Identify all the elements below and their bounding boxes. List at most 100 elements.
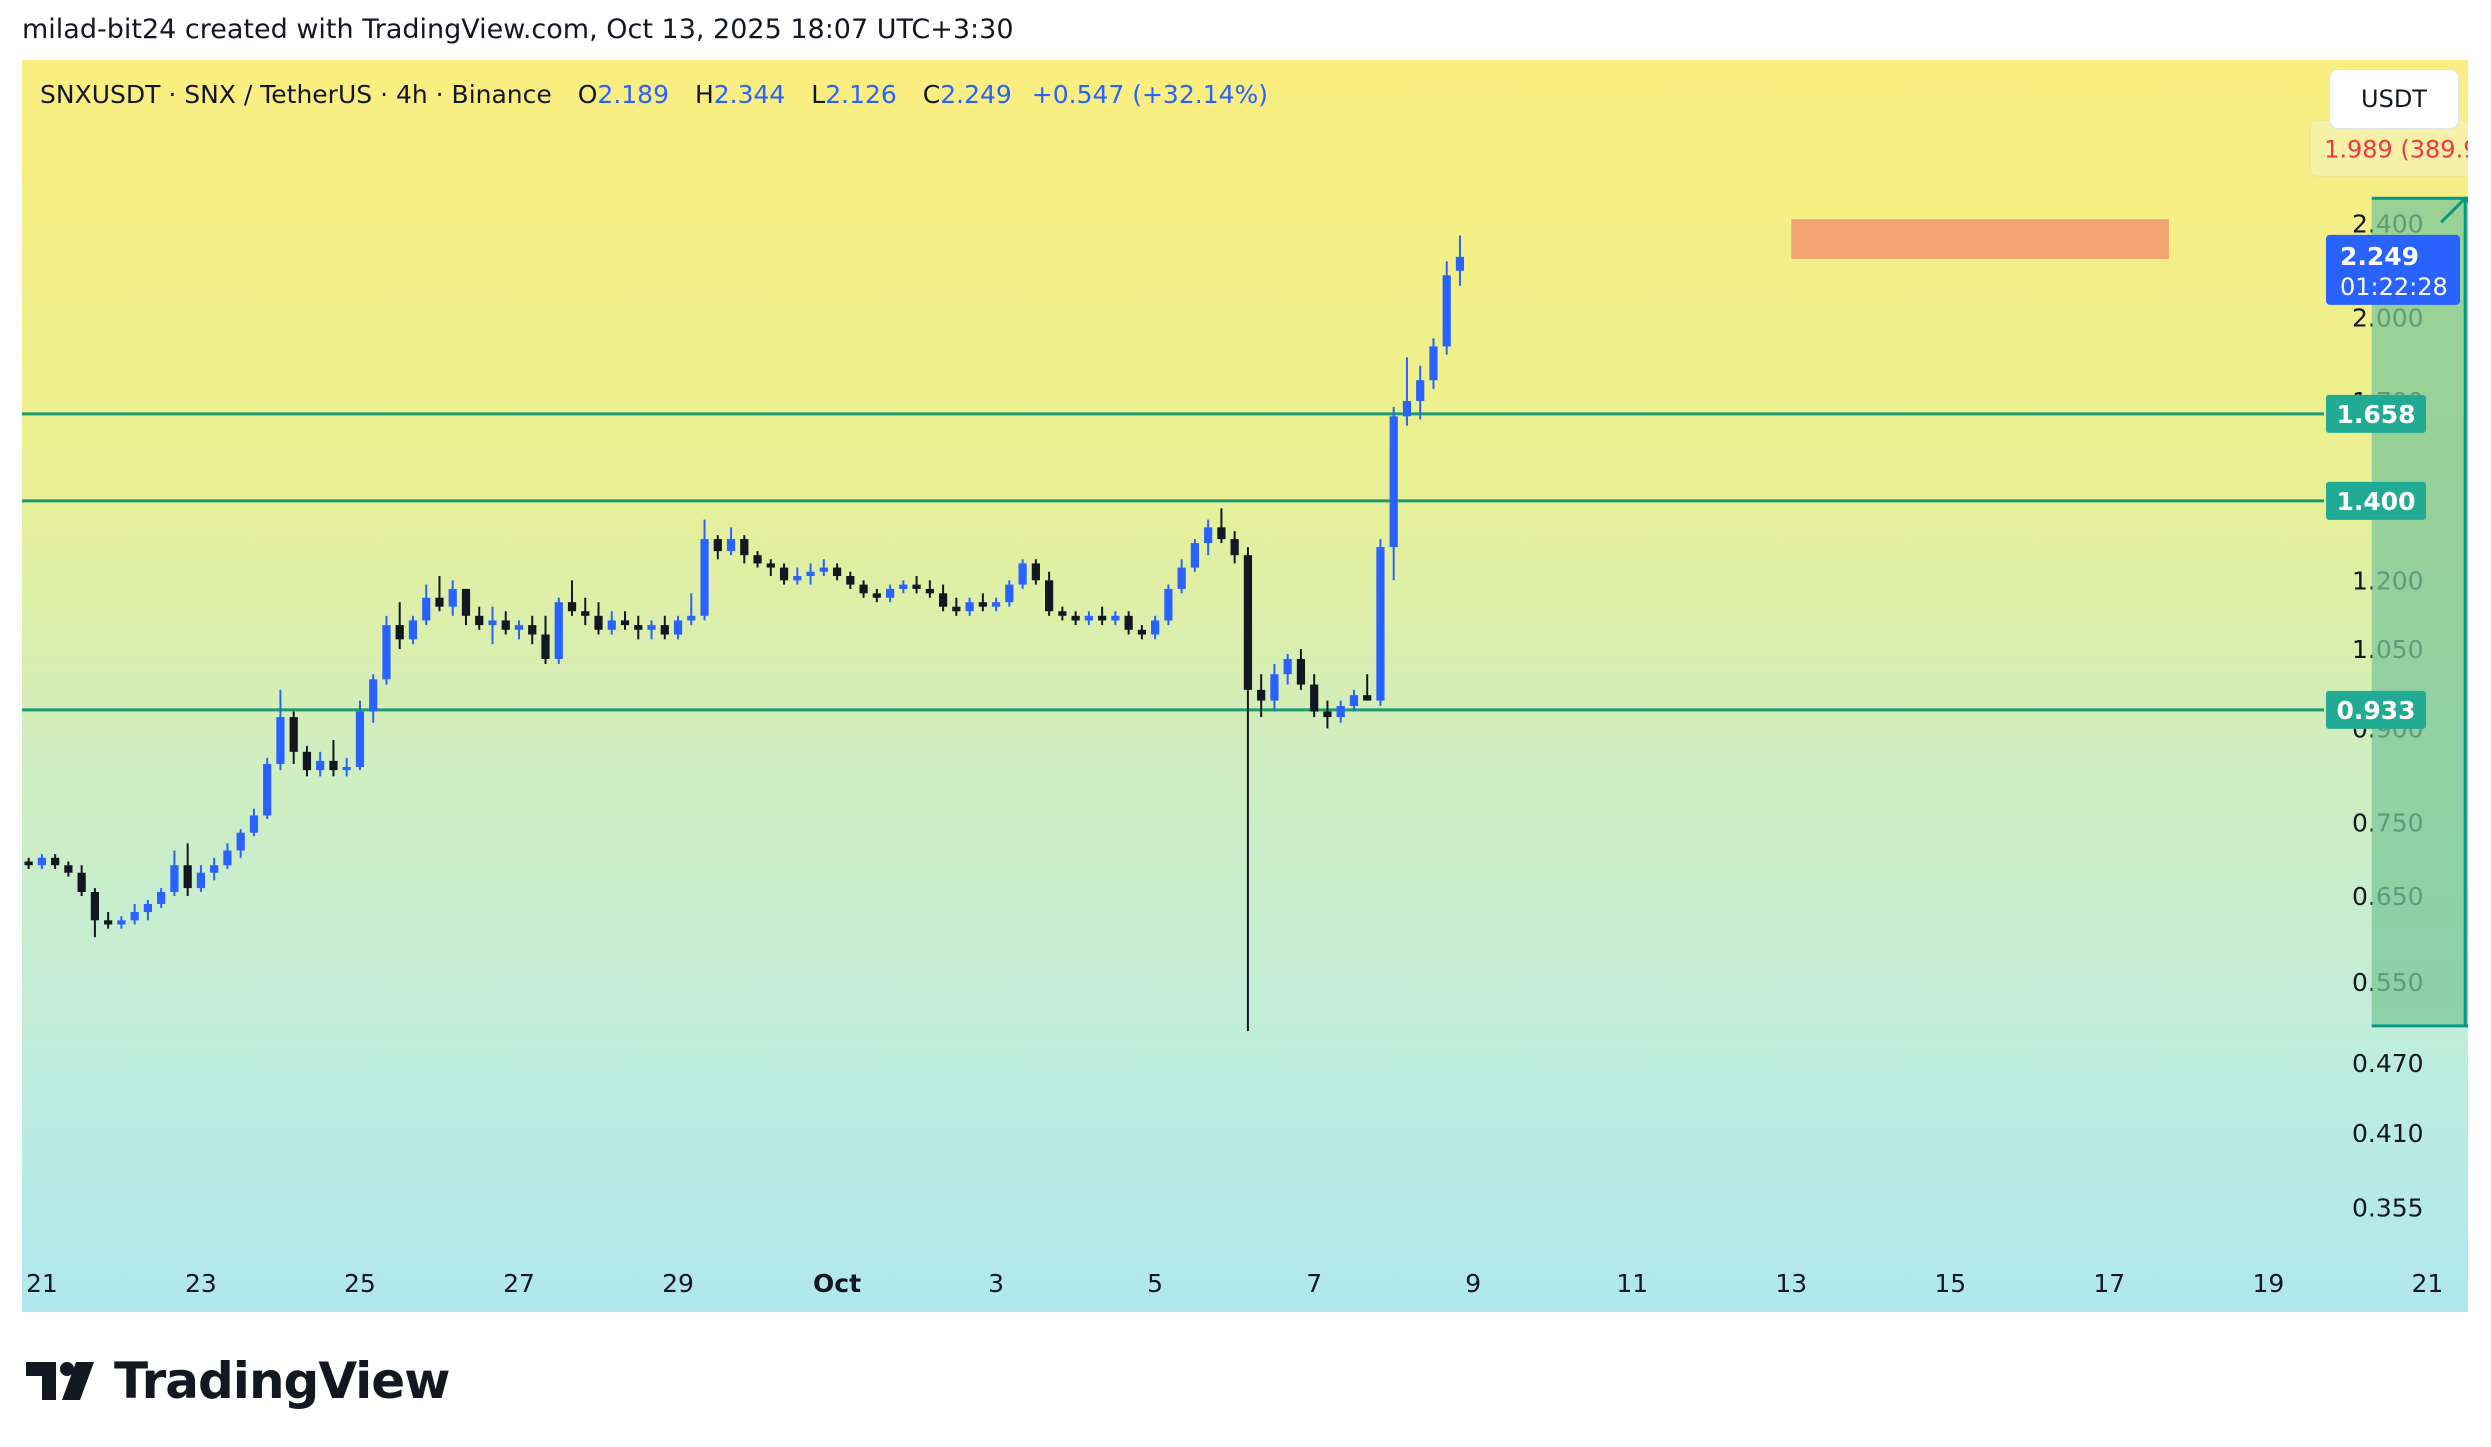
time-tick-label: 23	[185, 1269, 217, 1298]
candle-body	[289, 717, 298, 752]
candle-body	[700, 539, 709, 616]
candle-body	[567, 602, 577, 612]
candle-body	[554, 602, 563, 659]
candle-body	[501, 620, 510, 630]
candle-body	[1045, 580, 1054, 612]
candle-body	[1283, 658, 1292, 675]
candle-body	[1177, 567, 1186, 589]
low-value: 2.126	[825, 80, 897, 109]
close-label: C	[922, 80, 941, 109]
candle-body	[899, 584, 908, 589]
candle-body	[965, 602, 974, 612]
candle-body	[276, 717, 285, 764]
candle-body	[117, 920, 126, 925]
candle-body	[1270, 674, 1279, 701]
candle-body	[249, 815, 259, 833]
time-tick-label: 7	[1306, 1269, 1322, 1298]
candle-body	[263, 763, 272, 816]
candle-body	[24, 861, 33, 866]
chart-area[interactable]: 2.8002.4002.0001.7001.2001.0500.9000.750…	[22, 60, 2468, 1312]
time-tick-label: 27	[503, 1269, 535, 1298]
candle-body	[793, 576, 802, 581]
candle-body	[170, 865, 179, 893]
candle-body	[647, 625, 656, 630]
price-chart[interactable]: 2.8002.4002.0001.7001.2001.0500.9000.750…	[22, 60, 2468, 1312]
candle-body	[316, 760, 325, 771]
candle-body	[435, 597, 444, 607]
candle-body	[514, 625, 524, 630]
candle-body	[832, 567, 842, 577]
high-label: H	[694, 80, 714, 109]
candle-body	[157, 892, 166, 904]
time-tick-label: 3	[988, 1269, 1004, 1298]
candle-body	[104, 920, 113, 925]
candle-body	[461, 588, 471, 616]
candle-body	[1296, 658, 1306, 685]
candle-body	[37, 857, 46, 866]
candle-body	[1363, 695, 1372, 701]
candle-body	[528, 625, 537, 635]
candle-body	[77, 872, 86, 893]
current-price-tag	[2326, 234, 2460, 305]
candle-body	[1230, 539, 1239, 556]
candle-countdown: 01:22:28	[2340, 273, 2448, 301]
candle-body	[1243, 555, 1253, 690]
candle-body	[1151, 620, 1160, 635]
symbol-legend: SNXUSDT · SNX / TetherUS · 4h · Binance …	[40, 80, 1268, 109]
time-tick-label: 11	[1616, 1269, 1648, 1298]
candle-body	[634, 625, 643, 630]
candle-body	[210, 865, 219, 873]
candle-body	[1376, 547, 1385, 701]
candle-body	[779, 567, 789, 581]
candle-body	[912, 584, 921, 589]
candle-body	[1084, 615, 1093, 621]
candle-body	[660, 625, 669, 635]
candle-body	[1058, 611, 1067, 616]
candle-body	[819, 567, 828, 572]
candle-body	[1349, 695, 1359, 707]
tradingview-wordmark: TradingView	[114, 1352, 450, 1410]
close-value: 2.249	[940, 80, 1012, 109]
candle-body	[541, 634, 550, 659]
measure-label: 1.989 (389.91%) 1,989	[2324, 135, 2468, 163]
tradingview-brand[interactable]: TradingView	[26, 1352, 450, 1410]
target-arrow-head-icon	[2440, 196, 2468, 224]
current-price-label: 2.249	[2340, 242, 2419, 271]
candle-body	[422, 597, 431, 621]
candle-body	[1164, 588, 1173, 621]
candle-body	[1137, 629, 1146, 635]
candle-body	[925, 588, 934, 594]
candle-body	[753, 555, 762, 564]
low-label: L	[811, 80, 826, 109]
candle-body	[130, 912, 139, 921]
chart-credit: milad-bit24 created with TradingView.com…	[22, 14, 1014, 45]
tradingview-logo-icon	[26, 1362, 94, 1400]
candle-body	[1204, 527, 1213, 544]
time-tick-label: 21	[26, 1269, 58, 1298]
candle-body	[1005, 584, 1014, 603]
resistance-zone	[1791, 219, 2169, 259]
candle-body	[342, 767, 351, 771]
candle-body	[713, 539, 722, 552]
candle-body	[1336, 706, 1345, 718]
candle-body	[382, 625, 391, 680]
candle-body	[1018, 563, 1027, 585]
candle-body	[1217, 527, 1226, 540]
time-tick-label: 15	[1934, 1269, 1966, 1298]
level-price-label: 1.658	[2336, 400, 2415, 429]
currency-selector[interactable]: USDT	[2330, 70, 2458, 128]
candle-body	[872, 593, 881, 598]
candle-body	[1190, 543, 1200, 568]
level-price-tag	[2326, 394, 2426, 433]
candle-body	[408, 620, 418, 640]
measure-label-box	[2309, 119, 2468, 177]
candle-body	[991, 602, 1001, 607]
candle-body	[475, 615, 484, 626]
change-value: +0.547 (+32.14%)	[1031, 80, 1269, 109]
candle-body	[1429, 346, 1438, 381]
candle-body	[369, 679, 378, 712]
candle-body	[1402, 400, 1412, 417]
time-tick-label: 9	[1465, 1269, 1481, 1298]
open-value: 2.189	[597, 80, 669, 109]
candle-body	[90, 892, 100, 921]
